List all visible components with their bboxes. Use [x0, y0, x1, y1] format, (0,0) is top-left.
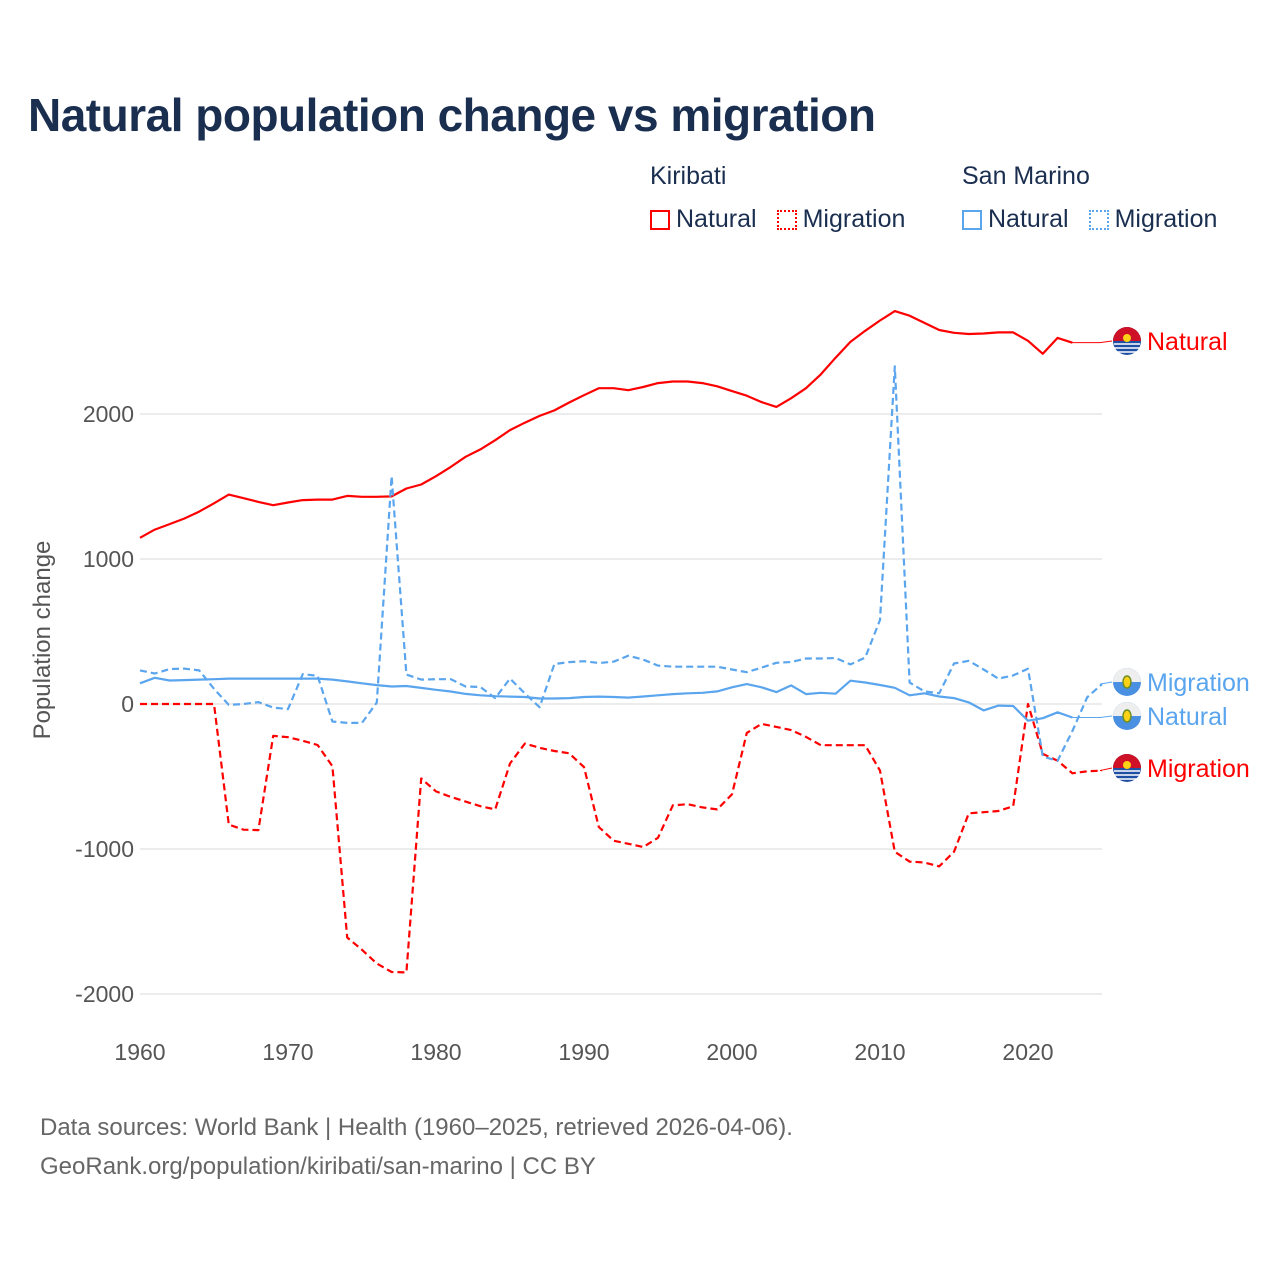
x-tick-label: 1990 [558, 1039, 609, 1065]
x-tick-label: 2000 [706, 1039, 757, 1065]
label-connector [1072, 340, 1113, 344]
end-label: Migration [1147, 755, 1250, 783]
san-marino-flag-icon [1113, 668, 1141, 696]
legend-group-title: San Marino [962, 162, 1090, 190]
legend-label: Migration [802, 205, 906, 233]
legend-swatch-solid [962, 209, 982, 230]
y-tick-label: -2000 [75, 981, 134, 1007]
y-tick-label: 2000 [83, 401, 134, 427]
legend-label: Natural [676, 205, 757, 233]
y-tick-label: 0 [121, 691, 134, 717]
legend-swatch-solid [650, 209, 670, 230]
kiribati-flag-icon [1113, 327, 1141, 355]
x-tick-label: 1960 [114, 1039, 165, 1065]
series-line-kiribati-migration [140, 702, 1103, 974]
y-axis-label: Population change [29, 541, 56, 740]
source-note: Data sources: World Bank | Health (1960–… [40, 1108, 793, 1186]
legend-item-san-marino-migration[interactable]: Migration [1088, 205, 1218, 234]
end-label: Natural [1147, 703, 1228, 731]
x-tick-label: 1980 [410, 1039, 461, 1065]
legend-label: Natural [988, 205, 1069, 233]
legend-group-kiribati: Kiribati Natural Migration [650, 162, 905, 234]
y-tick-label: 1000 [83, 546, 134, 572]
y-tick-label: -1000 [75, 836, 134, 862]
legend-group-title: Kiribati [650, 162, 727, 190]
legend-item-kiribati-natural[interactable]: Natural [650, 205, 757, 234]
x-tick-label: 2010 [854, 1039, 905, 1065]
kiribati-flag-icon [1113, 754, 1141, 782]
legend-item-san-marino-natural[interactable]: Natural [962, 205, 1069, 234]
legend-group-san-marino: San Marino Natural Migration [962, 162, 1217, 234]
x-tick-label: 2020 [1002, 1039, 1053, 1065]
series-line-san-marino-natural [139, 676, 1073, 722]
end-label: Natural [1147, 328, 1228, 356]
legend-label: Migration [1114, 205, 1218, 233]
x-tick-label: 1970 [262, 1039, 313, 1065]
label-connector [1099, 681, 1113, 685]
end-label: Migration [1147, 669, 1250, 697]
san-marino-flag-icon [1113, 702, 1141, 730]
series-line-san-marino-migration [139, 365, 1103, 762]
source-line: Data sources: World Bank | Health (1960–… [40, 1114, 793, 1141]
series-line-kiribati-natural [139, 310, 1073, 539]
source-link[interactable]: GeoRank.org/population/kiribati/san-mari… [40, 1153, 596, 1180]
legend-swatch-dotted [776, 209, 797, 230]
label-connector [1099, 767, 1113, 772]
legend-swatch-dotted [1088, 209, 1109, 230]
chart-title: Natural population change vs migration [28, 89, 876, 141]
legend-item-kiribati-migration[interactable]: Migration [776, 205, 906, 234]
label-connector [1072, 715, 1113, 718]
